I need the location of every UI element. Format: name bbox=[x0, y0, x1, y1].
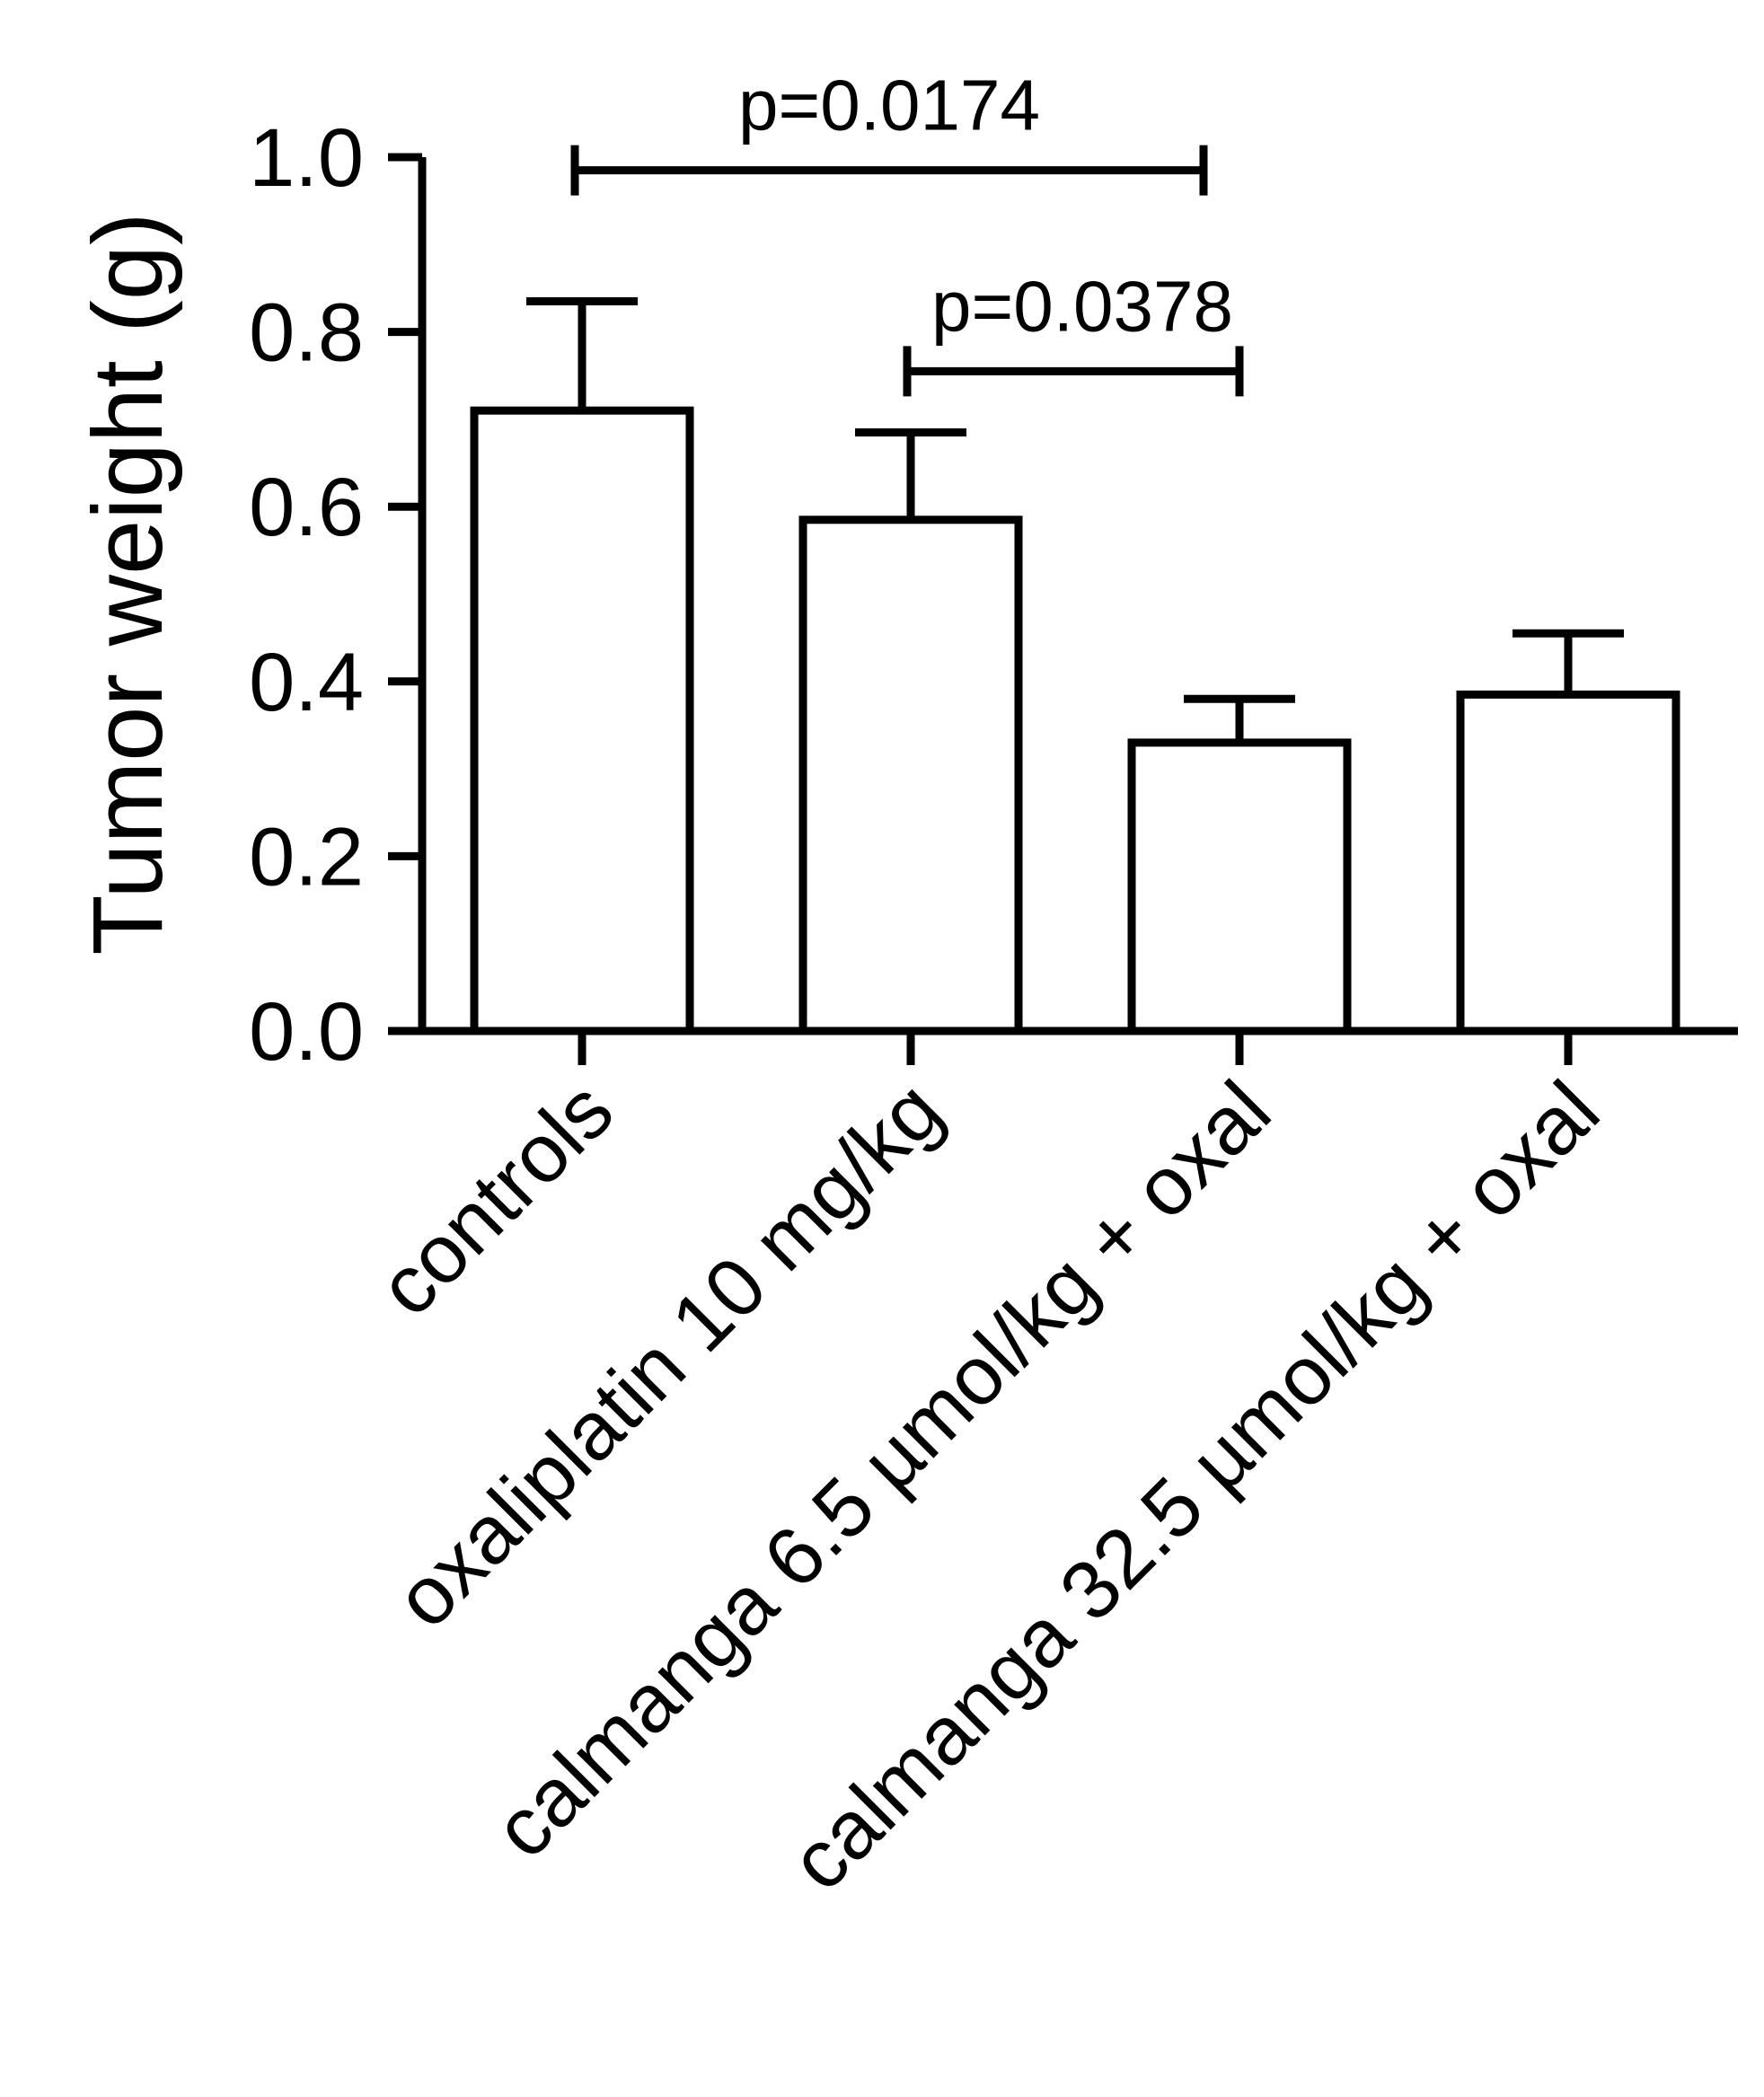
significance-brackets: p=0.0174 p=0.0378 bbox=[570, 66, 1244, 397]
bar bbox=[798, 515, 1023, 1035]
bar bbox=[1127, 738, 1352, 1035]
y-tick-label: 1.0 bbox=[249, 112, 364, 204]
error-bars bbox=[526, 297, 1624, 743]
y-tick-label: 0.0 bbox=[249, 986, 364, 1078]
p-value-label: p=0.0174 bbox=[738, 66, 1040, 145]
bar bbox=[1456, 690, 1680, 1035]
bar bbox=[470, 406, 694, 1035]
y-tick-label: 0.2 bbox=[249, 811, 364, 903]
y-axis-label: Tumor weight (g) bbox=[73, 212, 183, 955]
x-tick-label: oxaliplatin 10 mg/kg bbox=[378, 1064, 959, 1645]
y-tick-label: 0.8 bbox=[249, 287, 364, 379]
y-tick-labels: 0.0 0.2 0.4 0.6 0.8 1.0 bbox=[249, 112, 364, 1078]
bars bbox=[470, 406, 1680, 1035]
y-tick-label: 0.6 bbox=[249, 462, 364, 553]
y-tick-label: 0.4 bbox=[249, 637, 364, 728]
p-value-label: p=0.0378 bbox=[931, 266, 1233, 346]
x-tick-label: controls bbox=[361, 1064, 631, 1334]
